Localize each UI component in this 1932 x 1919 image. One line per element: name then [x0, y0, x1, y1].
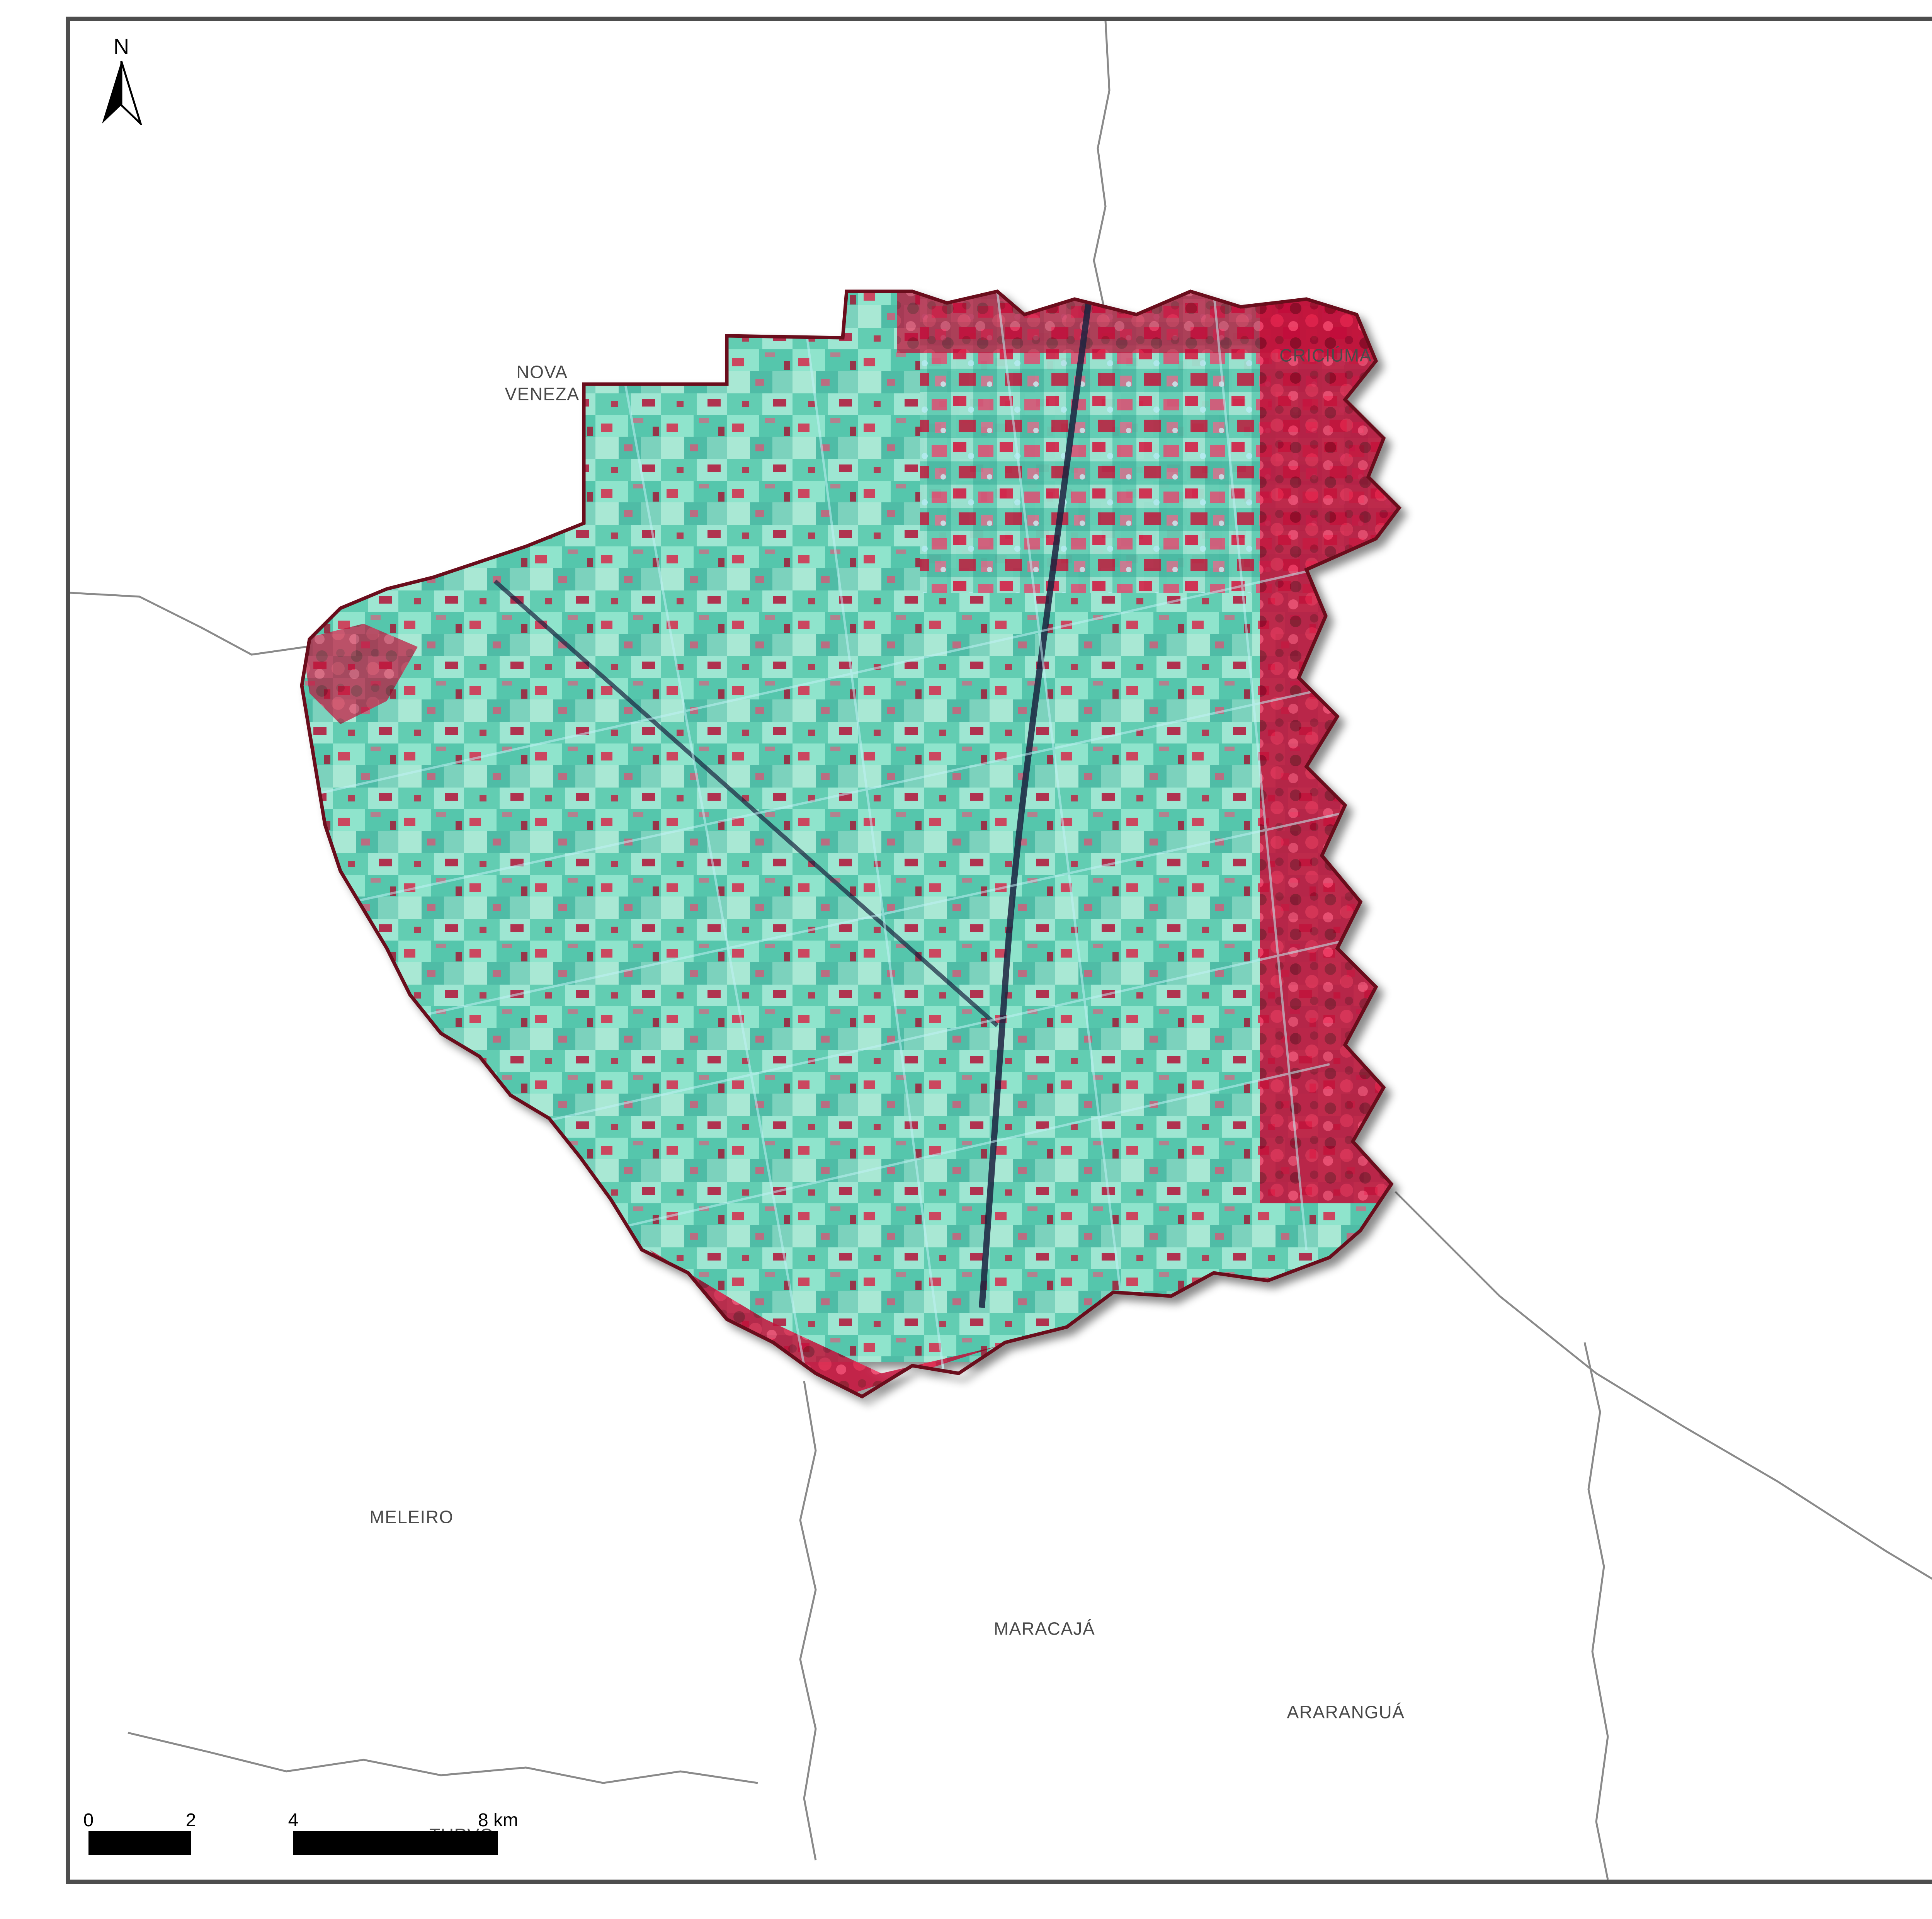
neighbor-label-nova-veneza: NOVA VENEZA [505, 361, 579, 405]
scale-tick-label: 8 km [478, 1810, 519, 1831]
scale-bar: 0 2 4 8 km [83, 1808, 518, 1855]
map-canvas[interactable]: 49°35'0"W 49°30'0"W 49°25'0"W 49°35'0"W … [70, 21, 1932, 1880]
municipality-imagery [300, 289, 1401, 1399]
neighbor-label-criciuma: CRICIÚMA [1279, 345, 1372, 366]
scale-bar-graphic [88, 1831, 498, 1855]
scale-tick-label: 2 [185, 1810, 196, 1831]
neighbor-label-ararangua: ARARANGUÁ [1287, 1702, 1405, 1722]
neighbor-label-line: NOVA [516, 362, 568, 382]
north-arrow: N [92, 36, 150, 125]
neighbor-label-line: VENEZA [505, 384, 580, 404]
scale-tick-label: 4 [288, 1810, 299, 1831]
latitude-label: 28°40'0"S [70, 148, 71, 214]
latitude-label: 28°50'0"S [70, 1181, 71, 1247]
map-frame: 49°35'0"W 49°30'0"W 49°25'0"W 49°35'0"W … [66, 17, 1932, 1884]
satellite-imagery [70, 21, 1932, 1880]
neighbor-label-maracaja: MARACAJÁ [993, 1618, 1095, 1638]
north-arrow-icon [102, 61, 142, 125]
scale-tick-label: 0 [83, 1810, 94, 1831]
neighbor-label-meleiro: MELEIRO [369, 1507, 454, 1527]
north-arrow-label: N [113, 34, 129, 58]
latitude-label: 28°45'0"S [70, 664, 71, 730]
